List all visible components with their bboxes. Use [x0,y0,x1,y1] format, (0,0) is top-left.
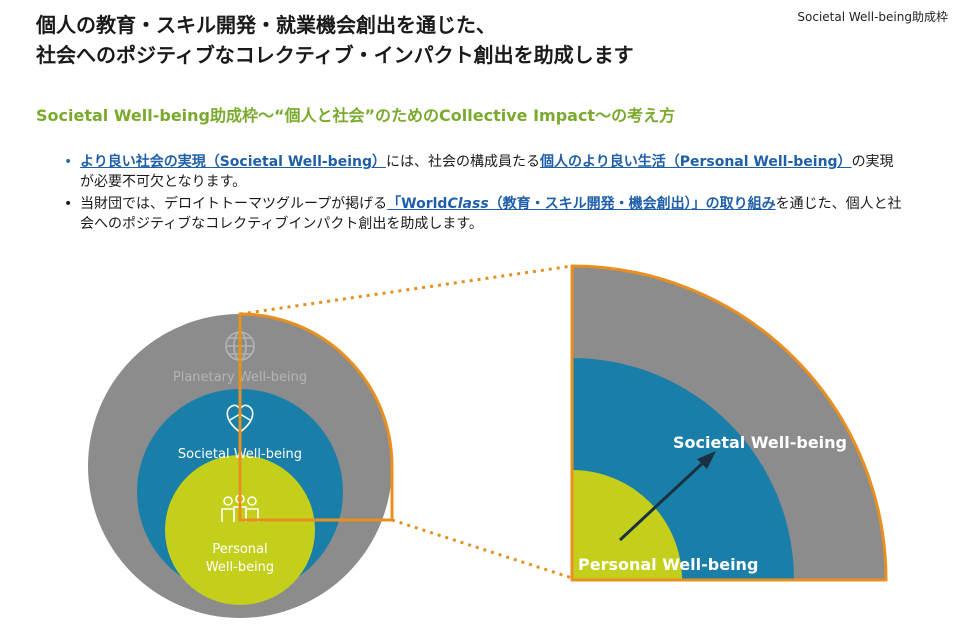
zoom-quadrant-border [570,264,888,582]
zoom-personal-label: Personal Well-being [578,555,758,574]
worldclass-link[interactable]: 「WorldClass（教育・スキル開発・機会創出）」の取り組み [387,196,775,212]
zoom-personal-band [572,470,682,580]
page-tag: Societal Well-being助成枠 [797,10,948,24]
zoom-societal-label: Societal Well-being [673,433,847,452]
personal-wellbeing-link[interactable]: 個人のより良い生活（Personal Well-being） [539,154,852,170]
section-subtitle: Societal Well-being助成枠～“個人と社会”のためのCollec… [36,106,676,125]
bullet-item-2: 当財団では、デロイトトーマツグループが掲げる「WorldClass（教育・スキル… [64,194,904,234]
title-line-1: 個人の教育・スキル開発・就業機会創出を通じた、 [36,13,496,37]
connector-line-bottom [391,518,573,580]
page-title: 個人の教育・スキル開発・就業機会創出を通じた、 社会へのポジティブなコレクティブ… [36,10,796,70]
personal-label-line-1: Personal [212,542,267,557]
bullet-1-text-1: には、社会の構成員たる [385,154,540,170]
societal-wellbeing-link[interactable]: より良い社会の実現（Societal Well-being） [80,154,386,170]
bullet-2-text-1: 当財団では、デロイトトーマツグループが掲げる [80,196,388,212]
bullet-2-text-2: を通じた、個人と社会へのポジティブなコレクティブインパクト創出を助成します。 [80,196,902,232]
bullet-list: より良い社会の実現（Societal Well-being）には、社会の構成員た… [64,152,904,236]
growth-arrow-shaft [618,458,708,542]
title-line-2: 社会へのポジティブなコレクティブ・インパクト創出を助成します [36,43,634,67]
bullet-item-1: より良い社会の実現（Societal Well-being）には、社会の構成員た… [64,152,904,192]
highlight-quadrant [238,312,394,522]
worldclass-link-part-1: 「World [387,196,448,212]
growth-arrow-head [697,451,716,469]
worldclass-link-part-2: Class [447,196,489,212]
worldclass-link-part-3: （教育・スキル開発・機会創出）」の取り組み [488,196,776,212]
personal-circle [165,455,315,605]
bullet-1-text-2: の実現が必要不可欠となります。 [80,154,894,190]
connector-line-top [239,264,573,316]
personal-label-line-2: Well-being [206,560,274,575]
